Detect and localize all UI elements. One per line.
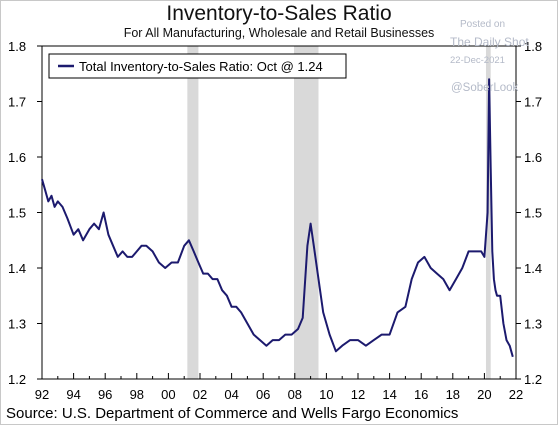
legend-label: Total Inventory-to-Sales Ratio: Oct @ 1.…	[79, 59, 323, 74]
x-tick-label: 02	[193, 387, 207, 402]
x-tick-label: 98	[130, 387, 144, 402]
x-tick-label: 20	[477, 387, 491, 402]
series-line-0	[41, 78, 514, 358]
recession-band-0	[187, 46, 199, 379]
y-tick-label-left: 1.2	[8, 372, 26, 387]
chart-title: Inventory-to-Sales Ratio	[166, 2, 392, 25]
y-tick-label-right: 1.6	[524, 150, 542, 165]
y-tick-label-left: 1.6	[8, 150, 26, 165]
plot-border	[41, 45, 517, 380]
recession-band-1	[294, 46, 319, 379]
x-tick-label: 22	[509, 387, 523, 402]
y-tick-label-left: 1.8	[8, 39, 26, 54]
x-tick-label: 92	[35, 387, 49, 402]
watermark-publication: The Daily Shot	[450, 35, 529, 49]
source-note: Source: U.S. Department of Commerce and …	[6, 405, 459, 422]
x-tick-label: 14	[382, 387, 396, 402]
y-tick-label-right: 1.2	[524, 372, 542, 387]
y-tick-label-right: 1.5	[524, 206, 542, 221]
y-tick-label-right: 1.4	[524, 261, 542, 276]
y-tick-label-left: 1.5	[8, 206, 26, 221]
recession-shading	[187, 46, 491, 379]
x-tick-label: 12	[351, 387, 365, 402]
y-tick-label-left: 1.7	[8, 95, 26, 110]
legend-box	[48, 53, 347, 79]
y-tick-label-right: 1.8	[524, 39, 542, 54]
x-tick-label: 94	[66, 387, 80, 402]
x-tick-label: 06	[256, 387, 270, 402]
chart-subtitle: For All Manufacturing, Wholesale and Ret…	[123, 26, 435, 40]
axes: 1.2 1.2 1.3 1.3 1.4 1.4 1.5 1.5 1.6 1.6 1.7 1.7 1.8 1…	[8, 39, 542, 402]
y-tick-label-right: 1.7	[524, 95, 542, 110]
y-tick-label-left: 1.3	[8, 317, 26, 332]
x-tick-label: 08	[288, 387, 302, 402]
x-tick-label: 16	[414, 387, 428, 402]
series-layer	[41, 78, 514, 358]
x-tick-label: 04	[224, 387, 238, 402]
watermark-date: 22-Dec-2021	[450, 55, 505, 66]
watermark-posted-on: Posted on	[460, 19, 506, 30]
x-tick-label: 96	[98, 387, 112, 402]
legend: Total Inventory-to-Sales Ratio: Oct @ 1.…	[48, 53, 347, 79]
y-tick-label-right: 1.3	[524, 317, 542, 332]
x-tick-label: 18	[446, 387, 460, 402]
x-tick-label: 00	[161, 387, 175, 402]
x-tick-label: 10	[319, 387, 333, 402]
y-tick-label-left: 1.4	[8, 261, 26, 276]
watermark-handle: @SoberLook	[451, 82, 519, 94]
